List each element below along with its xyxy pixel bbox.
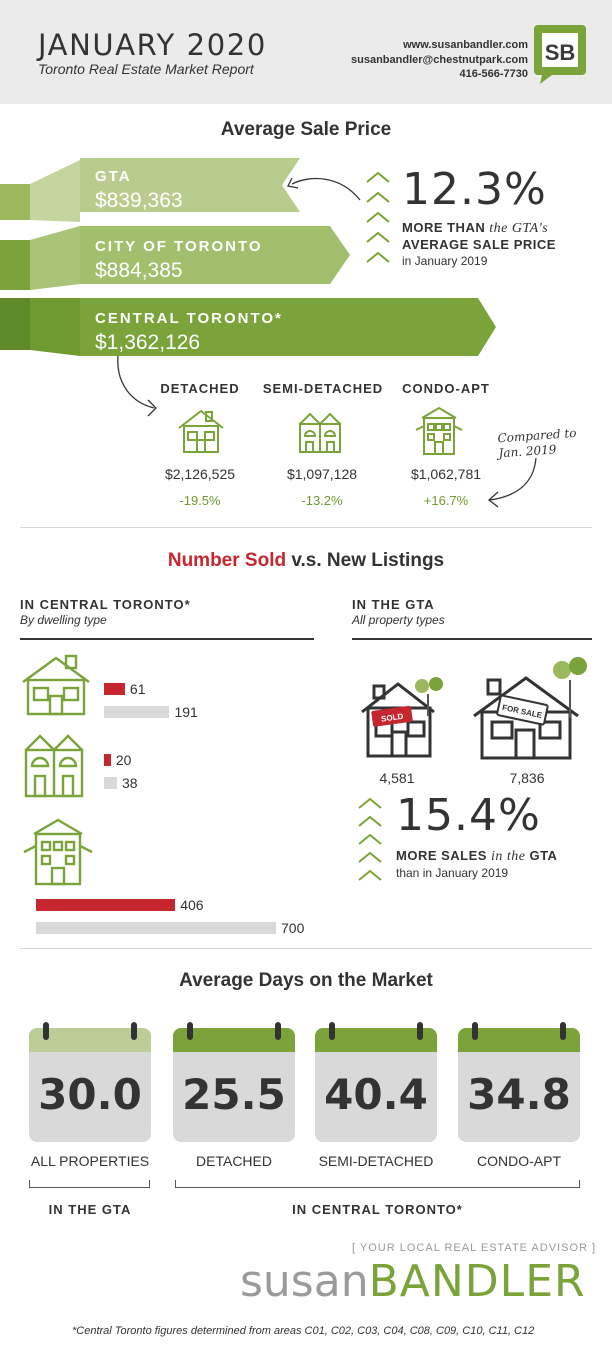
sold-bar	[104, 683, 125, 695]
gta-bracket-label: IN THE GTA	[48, 1202, 132, 1217]
sold-bar	[104, 754, 111, 766]
calendar-icon	[173, 1022, 295, 1142]
semi-detached-icon	[299, 412, 341, 453]
semi-change: -13.2%	[301, 493, 343, 508]
semi-detached-icon	[24, 734, 84, 798]
condo-change: +16.7%	[423, 493, 469, 508]
sold-value: 20	[115, 752, 132, 768]
chevron-up-icon	[366, 171, 390, 263]
sb-logo: SB	[534, 25, 586, 84]
chevron-up-icon	[358, 797, 382, 881]
brand-logo: susanBANDLER	[240, 1256, 586, 1307]
sold-house-icon: SOLD	[361, 677, 443, 758]
days-label: ALL PROPERTIES	[30, 1153, 150, 1169]
sold-bar	[36, 899, 176, 911]
detached-house-icon	[22, 654, 90, 716]
gta-bracket	[29, 1180, 150, 1188]
gta-rule	[352, 638, 592, 640]
sold-value: 61	[129, 681, 146, 697]
type-label-detached: DETACHED	[160, 381, 240, 396]
central-rule	[20, 638, 314, 640]
listings-value: 191	[174, 704, 198, 720]
report-title: JANUARY 2020	[38, 28, 267, 62]
section-divider	[20, 948, 592, 949]
days-value: 40.4	[324, 1070, 428, 1119]
sold-listings-title: Number Sold v.s. New Listings	[167, 550, 445, 571]
detached-price: $2,126,525	[164, 466, 236, 482]
report-subtitle: Toronto Real Estate Market Report	[38, 61, 254, 77]
curved-arrow-icon	[117, 355, 157, 417]
condo-price: $1,062,781	[410, 466, 482, 482]
condo-building-icon	[415, 406, 463, 455]
central-bracket	[175, 1180, 580, 1188]
condo-building-icon	[23, 818, 93, 886]
header: JANUARY 2020 Toronto Real Estate Market …	[0, 0, 612, 104]
city-ribbon-label: CITY OF TORONTO	[95, 238, 263, 255]
gta-subsub: All property types	[352, 613, 445, 627]
type-label-semi: SEMI-DETACHED	[262, 381, 384, 396]
central-subhead: IN CENTRAL TORONTO*	[20, 597, 191, 612]
calendar-icon	[29, 1022, 151, 1142]
email-link[interactable]: susanbandler@chestnutpark.com	[351, 53, 528, 66]
listings-value: 38	[122, 775, 138, 791]
listings-bar	[104, 706, 170, 718]
detached-house-icon	[178, 409, 224, 453]
curved-arrow-icon	[287, 177, 361, 201]
sold-sign-text: SOLD	[381, 712, 404, 724]
website-link[interactable]: www.susanbandler.com	[403, 39, 528, 51]
detached-change: -19.5%	[179, 493, 221, 508]
days-label: DETACHED	[196, 1153, 272, 1169]
section-divider	[20, 527, 592, 528]
avg-price-title: Average Sale Price	[220, 119, 392, 140]
central-bracket-label: IN CENTRAL TORONTO*	[292, 1202, 463, 1217]
phone-number: 416-566-7730	[459, 68, 528, 80]
gta-sold-number: 4,581	[379, 770, 415, 786]
calendar-icon	[315, 1022, 437, 1142]
sales-pct: 15.4%	[396, 790, 541, 841]
svg-text:SB: SB	[545, 40, 576, 65]
curved-arrow-icon	[487, 457, 537, 508]
price-ribbons	[0, 158, 496, 356]
semi-price: $1,097,128	[286, 466, 358, 482]
type-label-condo: CONDO-APT	[402, 381, 490, 396]
days-label: CONDO-APT	[477, 1153, 561, 1169]
contact-info: www.susanbandler.com susanbandler@chestn…	[351, 38, 528, 82]
listings-bar	[104, 777, 118, 789]
days-label: SEMI-DETACHED	[318, 1153, 434, 1169]
days-value: 25.5	[182, 1070, 286, 1119]
listings-bar	[36, 922, 276, 934]
sales-pct-desc: MORE SALES in the GTA than in January 20…	[396, 848, 558, 880]
gta-subhead: IN THE GTA	[352, 597, 435, 612]
gta-ribbon-value: $839,363	[95, 189, 183, 212]
central-ribbon-label: CENTRAL TORONTO*	[95, 310, 283, 327]
footnote: *Central Toronto figures determined from…	[72, 1325, 535, 1337]
calendar-icon	[458, 1022, 580, 1142]
days-value: 30.0	[38, 1070, 142, 1119]
gta-listings-number: 7,836	[509, 770, 545, 786]
price-pct-desc: MORE THAN the GTA's AVERAGE SALE PRICE i…	[402, 220, 556, 268]
for-sale-house-icon: FOR SALE	[473, 657, 587, 760]
days-title: Average Days on the Market	[179, 970, 433, 991]
sold-value: 406	[180, 897, 204, 913]
central-ribbon-value: $1,362,126	[95, 331, 201, 354]
city-ribbon-value: $884,385	[95, 259, 183, 282]
price-pct: 12.3%	[402, 164, 547, 215]
central-subsub: By dwelling type	[20, 613, 107, 627]
gta-ribbon-label: GTA	[95, 168, 132, 185]
tagline: [ YOUR LOCAL REAL ESTATE ADVISOR ]	[352, 1242, 597, 1254]
listings-value: 700	[281, 920, 305, 936]
days-value: 34.8	[467, 1070, 571, 1119]
